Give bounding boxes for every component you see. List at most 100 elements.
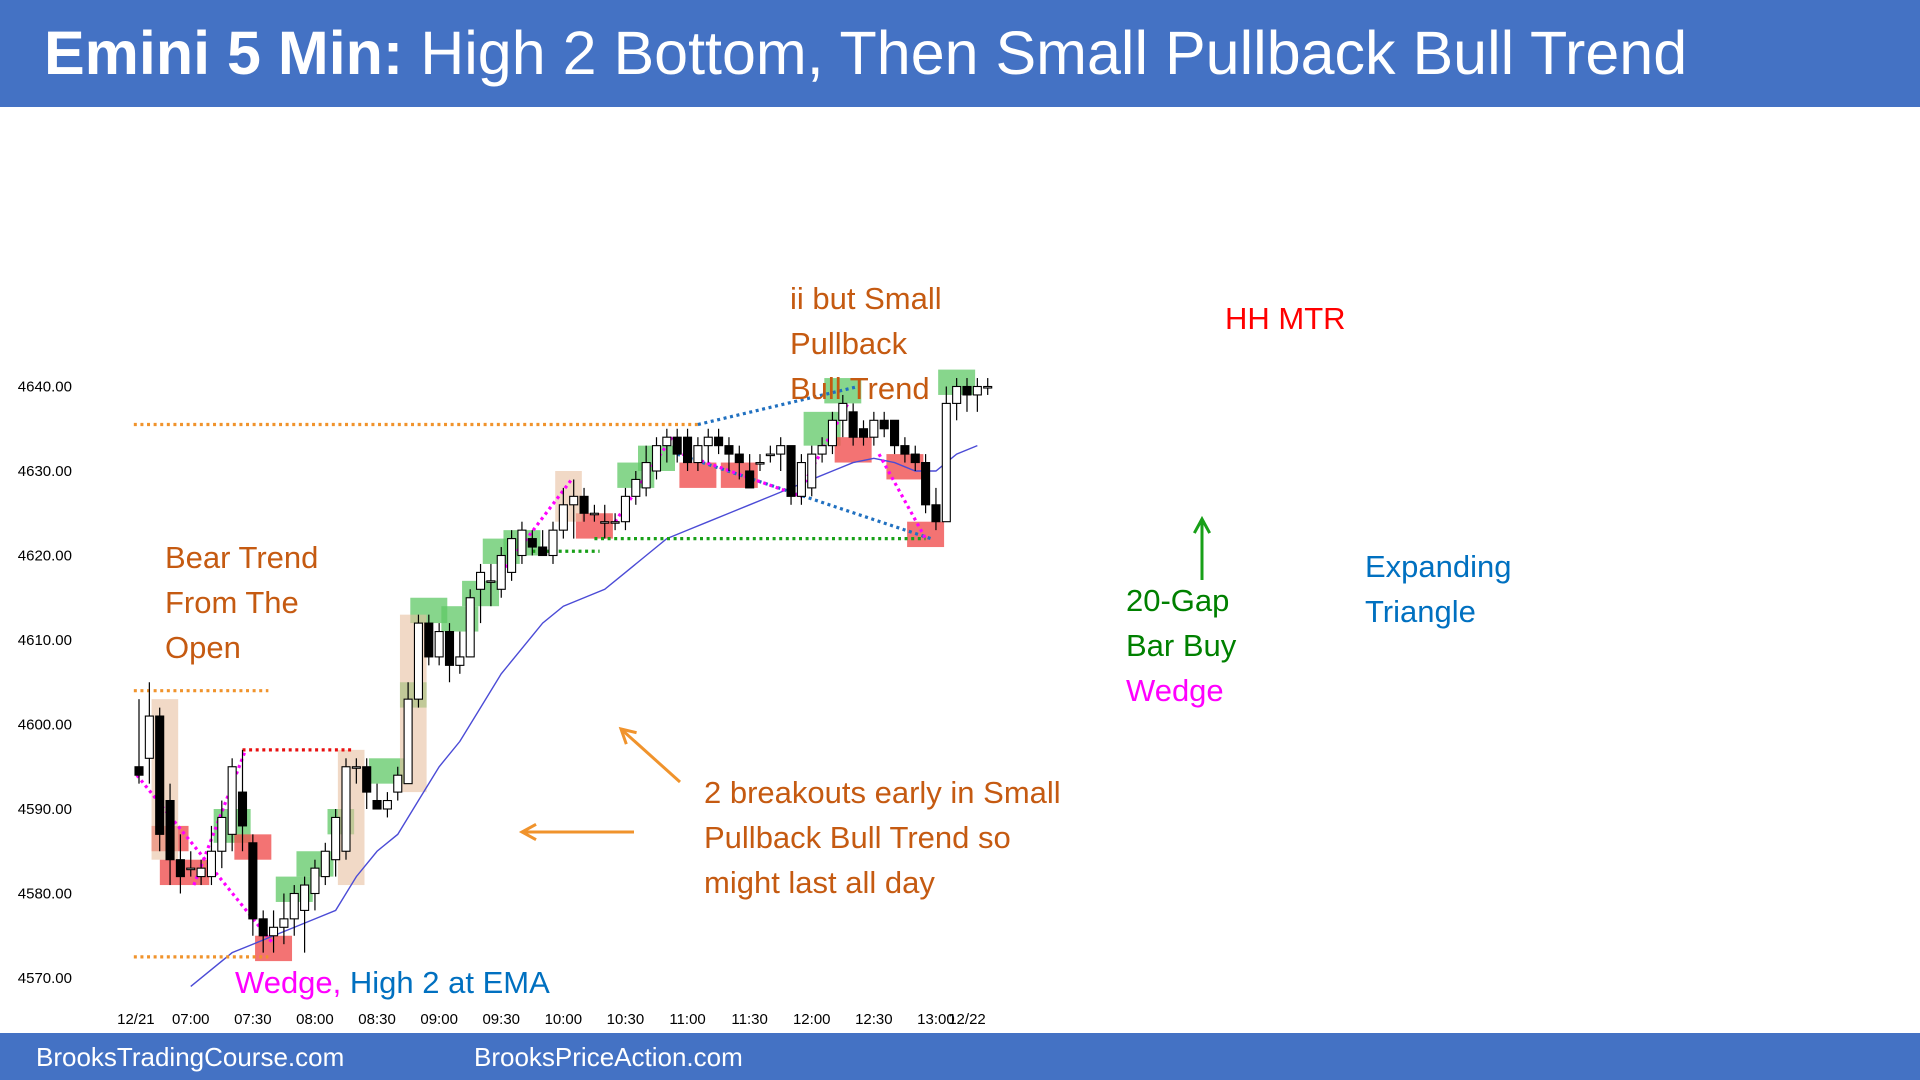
annotation-layer: Bear Trend From The Open ii but Small Pullba… bbox=[165, 281, 1512, 1000]
bull-candle bbox=[827, 419, 838, 447]
y-tick-label: 4630.00 bbox=[18, 463, 72, 480]
bear-candle bbox=[424, 622, 434, 658]
annotation-wedge-high2: Wedge, High 2 at EMA bbox=[235, 965, 550, 1000]
x-tick-label: 10:30 bbox=[607, 1011, 645, 1028]
bear-candle bbox=[258, 918, 268, 937]
annotation-twenty-gap: 20-Gap Bar Buy bbox=[1126, 583, 1237, 663]
bear-candle bbox=[362, 766, 372, 793]
bull-candle bbox=[600, 521, 610, 524]
bear-candle bbox=[682, 436, 693, 464]
y-tick-label: 4580.00 bbox=[18, 886, 72, 903]
bull-candle bbox=[765, 453, 775, 457]
bear-candle bbox=[527, 538, 537, 548]
bear-candle bbox=[165, 799, 175, 861]
ema-layer bbox=[190, 445, 978, 987]
x-tick-label: 08:00 bbox=[296, 1011, 334, 1028]
annotation-high2-words: High 2 at EMA bbox=[341, 965, 550, 1000]
bull-candle bbox=[227, 766, 237, 835]
bear-candle bbox=[155, 715, 165, 835]
bull-candle bbox=[186, 867, 196, 871]
annotation-two-breakouts: 2 breakouts early in Small Pullback Bull … bbox=[704, 775, 1061, 900]
bear-candle bbox=[848, 411, 858, 438]
bull-candle bbox=[455, 656, 465, 666]
annotation-line: Bull Trend bbox=[790, 371, 930, 406]
bull-candle bbox=[807, 453, 817, 489]
bull-candle bbox=[486, 580, 496, 583]
annotation-line: From The bbox=[165, 585, 299, 620]
arrow-head bbox=[1193, 515, 1211, 534]
bull-candle bbox=[569, 495, 579, 506]
annotation-wedge-word: Wedge, bbox=[235, 965, 341, 1000]
annotation-line: Pullback bbox=[790, 326, 908, 361]
x-tick-label: 11:30 bbox=[731, 1011, 767, 1028]
annotation-line: 2 breakouts early in Small bbox=[704, 775, 1061, 810]
y-tick-label: 4620.00 bbox=[18, 548, 72, 565]
annotation-line: might last all day bbox=[704, 865, 935, 900]
blue-dotted-line bbox=[697, 384, 859, 427]
footer-link-right[interactable]: BrooksPriceAction.com bbox=[474, 1042, 743, 1072]
x-tick-label: 11:00 bbox=[669, 1011, 705, 1028]
bull-candle bbox=[413, 622, 424, 700]
bull-candle bbox=[196, 867, 206, 878]
bull-candle bbox=[776, 445, 786, 455]
magenta-dotted-line bbox=[877, 453, 928, 540]
bull-candle bbox=[693, 445, 703, 464]
x-tick-label: 07:30 bbox=[234, 1011, 272, 1028]
bull-candle bbox=[310, 867, 320, 895]
bull-candle bbox=[351, 766, 361, 769]
bull-candle bbox=[641, 461, 651, 489]
annotation-hh-mtr: HH MTR bbox=[1225, 301, 1346, 336]
arrow-head bbox=[518, 823, 537, 841]
bear-candle bbox=[175, 859, 185, 878]
bear-candle bbox=[858, 428, 869, 438]
bear-candle bbox=[724, 445, 734, 455]
bear-candle bbox=[372, 799, 382, 810]
bull-candle bbox=[755, 461, 765, 465]
bull-candle bbox=[268, 926, 279, 937]
bull-candle bbox=[217, 816, 227, 852]
bear-candle bbox=[900, 445, 910, 455]
annotation-line: Pullback Bull Trend so bbox=[704, 820, 1011, 855]
bull-candle bbox=[382, 799, 392, 810]
bull-candle bbox=[817, 445, 827, 455]
bull-candle bbox=[403, 698, 413, 785]
bear-candle bbox=[579, 495, 589, 514]
arrow-layer bbox=[518, 515, 1211, 841]
bull-candle bbox=[610, 521, 620, 524]
bull-candle bbox=[517, 529, 527, 557]
annotation-line: Triangle bbox=[1365, 594, 1476, 629]
bull-candle bbox=[941, 402, 951, 523]
bull-candle bbox=[651, 445, 662, 472]
bear-zone bbox=[907, 521, 945, 548]
bull-candle bbox=[300, 884, 310, 911]
x-tick-label: 09:30 bbox=[482, 1011, 520, 1028]
bull-candle bbox=[331, 816, 341, 861]
footer-bar: BrooksTradingCourse.com BrooksPriceActio… bbox=[0, 1033, 1920, 1080]
bear-candle bbox=[889, 419, 900, 447]
annotation-line: Expanding bbox=[1365, 549, 1512, 584]
bull-candle bbox=[393, 774, 403, 793]
y-axis: 4570.00 4580.00 4590.00 4600.00 4610.00 4620.… bbox=[18, 379, 72, 988]
annotation-wedge-right: Wedge bbox=[1126, 673, 1224, 708]
title-bar: Emini 5 Min: High 2 Bottom, Then Small P… bbox=[0, 0, 1920, 107]
bear-candle bbox=[672, 436, 682, 455]
x-tick-label: 08:30 bbox=[358, 1011, 396, 1028]
bull-candle bbox=[548, 529, 558, 557]
footer-link-left[interactable]: BrooksTradingCourse.com bbox=[36, 1042, 345, 1072]
bear-candle bbox=[931, 504, 941, 523]
arrow-shaft bbox=[619, 727, 682, 784]
page-title: Emini 5 Min: High 2 Bottom, Then Small P… bbox=[44, 18, 1687, 88]
bull-candle bbox=[662, 436, 672, 447]
arrow-head bbox=[618, 726, 637, 745]
bear-candle bbox=[921, 461, 931, 506]
x-tick-label: 13:00 bbox=[917, 1011, 955, 1028]
annotation-expanding-triangle: Expanding Triangle bbox=[1365, 549, 1512, 629]
bull-candle bbox=[475, 571, 486, 590]
title-instrument: Emini 5 Min: bbox=[44, 19, 404, 87]
annotation-line: Bear Trend bbox=[165, 540, 318, 575]
y-tick-label: 4590.00 bbox=[18, 801, 72, 818]
annotation-line: HH MTR bbox=[1225, 301, 1346, 336]
candle-layer bbox=[134, 378, 993, 953]
annotation-bear-trend: Bear Trend From The Open bbox=[165, 540, 318, 665]
x-tick-label: 12/22 bbox=[948, 1011, 986, 1028]
